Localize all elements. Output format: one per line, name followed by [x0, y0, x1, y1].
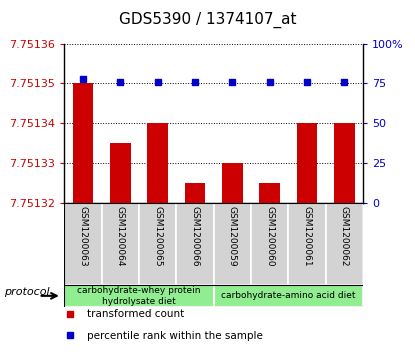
Bar [297, 123, 317, 203]
Bar [326, 203, 363, 285]
Text: GSM1200066: GSM1200066 [190, 206, 200, 266]
Text: GSM1200061: GSM1200061 [303, 206, 312, 266]
Bar [251, 203, 288, 285]
Bar [288, 203, 326, 285]
Bar [64, 285, 214, 307]
Bar [139, 203, 176, 285]
Text: GSM1200062: GSM1200062 [340, 206, 349, 266]
Text: GSM1200065: GSM1200065 [153, 206, 162, 266]
Text: GSM1200063: GSM1200063 [78, 206, 88, 266]
Bar [176, 203, 214, 285]
Text: carbohydrate-whey protein
hydrolysate diet: carbohydrate-whey protein hydrolysate di… [77, 286, 201, 306]
Text: transformed count: transformed count [87, 309, 184, 319]
Bar [185, 183, 205, 203]
Bar [64, 203, 102, 285]
Text: percentile rank within the sample: percentile rank within the sample [87, 331, 263, 341]
Text: GSM1200059: GSM1200059 [228, 206, 237, 266]
Text: GDS5390 / 1374107_at: GDS5390 / 1374107_at [119, 12, 296, 28]
Text: GSM1200064: GSM1200064 [116, 206, 125, 266]
Bar [102, 203, 139, 285]
Bar [147, 123, 168, 203]
Bar [214, 203, 251, 285]
Text: GSM1200060: GSM1200060 [265, 206, 274, 266]
Bar [334, 123, 355, 203]
Bar [73, 83, 93, 203]
Text: protocol: protocol [4, 287, 50, 297]
Bar [214, 285, 363, 307]
Text: carbohydrate-amino acid diet: carbohydrate-amino acid diet [221, 291, 356, 300]
Bar [259, 183, 280, 203]
Bar [222, 163, 243, 203]
Bar [110, 143, 131, 203]
